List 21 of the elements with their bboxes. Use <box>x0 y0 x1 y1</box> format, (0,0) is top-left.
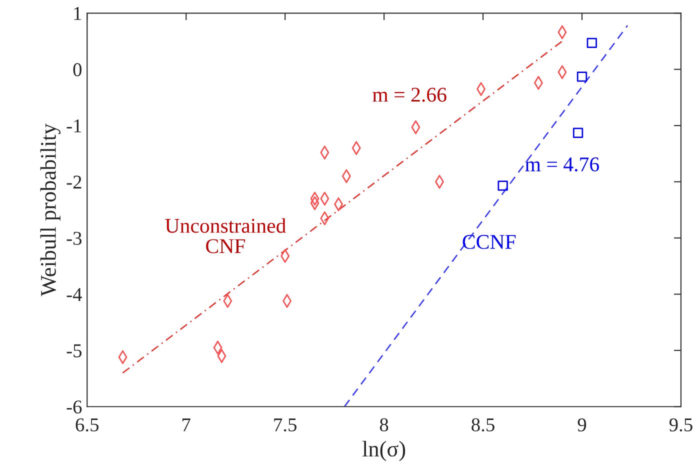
annotation: m = 4.76 <box>525 157 599 172</box>
y-axis-title: Weibull probability <box>40 124 61 296</box>
y-tick-label: -6 <box>66 400 82 414</box>
y-tick-label: -1 <box>66 119 82 132</box>
x-tick-label: 9.5 <box>669 418 692 432</box>
y-tick-label: 0 <box>73 63 82 76</box>
annotation: CCNF <box>462 234 516 249</box>
y-tick-label: -4 <box>66 288 82 301</box>
x-tick-label: 7.5 <box>274 418 296 432</box>
y-tick-label: -5 <box>66 344 82 358</box>
x-tick-label: 9 <box>578 418 586 432</box>
x-tick-label: 8.5 <box>472 418 494 432</box>
annotation: m = 2.66 <box>372 88 446 102</box>
x-axis-title: ln(σ) <box>362 440 406 462</box>
x-tick-label: 7 <box>182 418 190 432</box>
x-tick-label: 8 <box>380 418 388 432</box>
y-tick-label: -3 <box>66 232 82 245</box>
y-tick-label: -2 <box>66 176 82 189</box>
y-tick-label: 1 <box>74 7 82 20</box>
x-tick-label: 6.5 <box>76 418 99 432</box>
annotation: Unconstrained CNF <box>165 218 286 254</box>
